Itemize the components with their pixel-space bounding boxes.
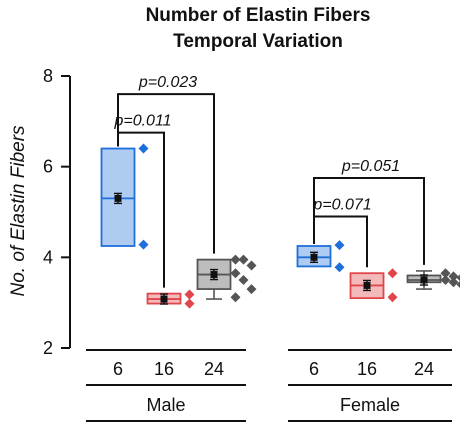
significance-bracket: p=0.051 [313, 158, 425, 265]
mean-marker [114, 194, 122, 202]
box-male-16 [146, 289, 195, 309]
data-point [138, 143, 149, 154]
data-point [387, 292, 398, 303]
data-point [238, 254, 249, 265]
box-male-24 [196, 254, 257, 303]
data-point [456, 281, 460, 289]
data-point [448, 271, 459, 282]
y-tick-label: 8 [43, 66, 53, 86]
x-tick-label: 6 [309, 359, 319, 379]
data-point [246, 260, 257, 271]
data-point [230, 254, 241, 265]
x-tick-label: 6 [113, 359, 123, 379]
data-point [387, 268, 398, 279]
plot-area: p=0.011 p=0.023 p=0.071 p=0.051 [100, 74, 460, 309]
data-point [184, 289, 195, 300]
data-point [230, 268, 241, 279]
data-point [246, 284, 257, 295]
mean-marker [160, 295, 168, 303]
data-point [230, 292, 241, 303]
p-value-label: p=0.071 [312, 197, 371, 214]
p-value-label: p=0.023 [138, 74, 197, 91]
box-female-16 [349, 268, 398, 303]
mean-marker [210, 271, 218, 279]
x-tick-label: 16 [357, 359, 377, 379]
chart-title-line-2: Temporal Variation [173, 31, 343, 52]
p-value-label: p=0.011 [113, 113, 171, 130]
chart-title-line-1: Number of Elastin Fibers [146, 5, 371, 26]
data-point [238, 275, 249, 285]
data-point [184, 298, 195, 309]
data-point [440, 268, 451, 279]
group-label-female: Female [340, 395, 400, 415]
significance-bracket: p=0.023 [117, 74, 215, 254]
y-tick-label: 6 [43, 157, 53, 177]
data-point [334, 240, 345, 251]
x-tick-label: 24 [414, 359, 434, 379]
y-axis: 2 4 6 8 [43, 66, 71, 358]
x-tick-label: 24 [204, 359, 224, 379]
bracket-line [117, 93, 215, 254]
x-axis: 6 16 24 Male 6 16 24 Female [86, 349, 452, 422]
box-female-6 [296, 240, 345, 273]
group-label-male: Male [146, 395, 185, 415]
y-axis-label: No. of Elastin Fibers [8, 125, 29, 297]
data-point [138, 239, 149, 250]
y-tick-label: 2 [43, 338, 53, 358]
data-point [334, 262, 345, 273]
x-tick-label: 16 [154, 359, 174, 379]
data-point [440, 275, 451, 285]
data-point [456, 274, 460, 282]
p-value-label: p=0.051 [341, 158, 400, 175]
mean-marker [363, 281, 371, 289]
box-female-24 [406, 268, 460, 290]
mean-marker [310, 253, 318, 261]
box-male-6 [100, 143, 149, 250]
data-point [448, 277, 459, 288]
mean-marker [420, 276, 428, 284]
y-tick-label: 4 [43, 247, 53, 267]
bracket-line [313, 177, 425, 265]
